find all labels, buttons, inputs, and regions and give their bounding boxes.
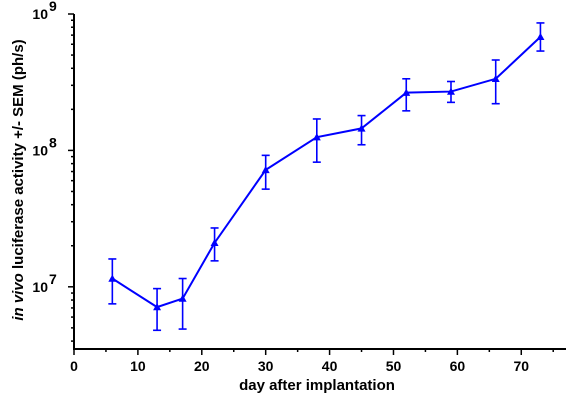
data-point xyxy=(261,165,270,174)
series-line xyxy=(111,36,542,309)
y-tick-exponent: 9 xyxy=(49,0,57,14)
y-tick-exponent: 8 xyxy=(49,134,57,150)
x-tick-label: 20 xyxy=(194,358,210,374)
data-point xyxy=(536,32,545,41)
data-point xyxy=(178,294,187,302)
x-tick-label: 50 xyxy=(386,358,402,374)
y-axis-title: in vivo luciferase activity +/- SEM (ph/… xyxy=(10,39,27,320)
data-point xyxy=(108,274,117,282)
data-point xyxy=(491,74,500,82)
x-tick-label: 0 xyxy=(70,358,78,374)
data-point xyxy=(312,133,321,141)
data-point xyxy=(153,303,162,311)
y-tick-label: 10 xyxy=(32,279,48,295)
x-tick-label: 70 xyxy=(513,358,529,374)
error-bar xyxy=(312,118,321,163)
x-tick-label: 10 xyxy=(130,358,146,374)
y-axis-title-rest: luciferase activity +/- SEM (ph/s) xyxy=(10,39,27,273)
data-point xyxy=(210,238,219,247)
data-point xyxy=(402,88,411,96)
y-axis-title-italic: in vivo xyxy=(10,273,27,321)
x-tick-label: 60 xyxy=(450,358,466,374)
x-tick-label: 30 xyxy=(258,358,274,374)
axis-frame xyxy=(73,14,566,350)
x-tick-label: 40 xyxy=(322,358,338,374)
y-tick-exponent: 7 xyxy=(49,271,57,287)
y-tick-label: 10 xyxy=(32,142,48,158)
data-point xyxy=(357,124,366,132)
series-layer xyxy=(108,22,545,332)
data-point xyxy=(446,87,455,95)
error-bar xyxy=(178,277,187,330)
x-axis-title: day after implantation xyxy=(239,377,395,394)
x-axis-ticks: 0 10 20 30 40 50 60 70 xyxy=(70,349,554,374)
y-tick-label: 10 xyxy=(32,6,48,22)
